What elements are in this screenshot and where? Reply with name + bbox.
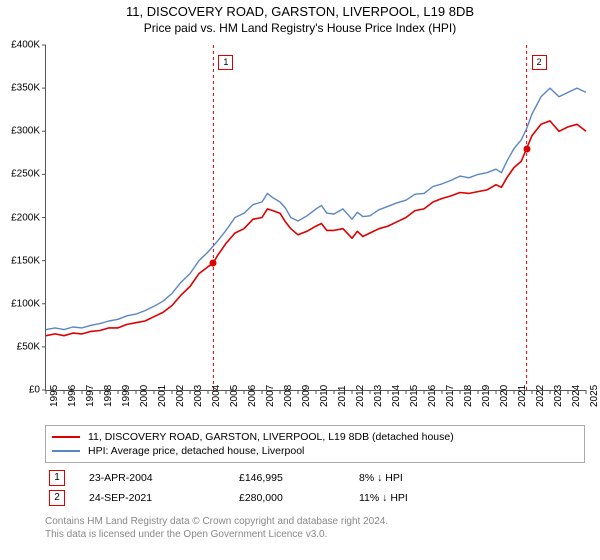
x-tick-label: 2005: [229, 385, 240, 407]
x-tick-label: 2012: [355, 385, 366, 407]
legend-box: 11, DISCOVERY ROAD, GARSTON, LIVERPOOL, …: [45, 425, 585, 463]
x-tick-label: 2014: [391, 385, 402, 407]
chart-title: 11, DISCOVERY ROAD, GARSTON, LIVERPOOL, …: [0, 0, 600, 19]
x-tick-label: 1995: [49, 385, 60, 407]
transaction-note: 11% ↓ HPI: [359, 492, 585, 504]
y-tick-label: £50K: [0, 341, 40, 352]
x-tick-label: 2011: [337, 385, 348, 407]
x-tick-label: 2000: [139, 385, 150, 407]
attribution-text: Contains HM Land Registry data © Crown c…: [45, 515, 585, 541]
y-tick-label: £350K: [0, 83, 40, 94]
x-tick-label: 2020: [499, 385, 510, 407]
y-tick-label: £300K: [0, 126, 40, 137]
attribution-line-1: Contains HM Land Registry data © Crown c…: [45, 515, 585, 528]
chart-subtitle: Price paid vs. HM Land Registry's House …: [0, 19, 600, 35]
x-tick-label: 2018: [463, 385, 474, 407]
x-tick-label: 1997: [85, 385, 96, 407]
x-tick-label: 1996: [67, 385, 78, 407]
y-tick-label: £400K: [0, 40, 40, 51]
x-tick-label: 2022: [535, 385, 546, 407]
legend-swatch: [52, 450, 80, 452]
plot-area: 1995199619971998199920002001200220032004…: [45, 45, 586, 391]
transaction-note: 8% ↓ HPI: [359, 472, 585, 484]
x-tick-label: 2019: [481, 385, 492, 407]
legend-item: HPI: Average price, detached house, Live…: [52, 444, 578, 458]
x-tick-label: 2003: [193, 385, 204, 407]
x-tick-label: 2024: [571, 385, 582, 407]
x-tick-label: 1999: [121, 385, 132, 407]
transaction-badge: 2: [49, 490, 65, 506]
transaction-date: 23-APR-2004: [89, 472, 239, 484]
x-tick-label: 2023: [553, 385, 564, 407]
y-tick-label: £250K: [0, 169, 40, 180]
x-tick-label: 2010: [319, 385, 330, 407]
x-tick-label: 2008: [283, 385, 294, 407]
x-tick-label: 1998: [103, 385, 114, 407]
plot-svg: [46, 45, 586, 390]
transaction-price: £146,995: [239, 472, 359, 484]
legend-label: 11, DISCOVERY ROAD, GARSTON, LIVERPOOL, …: [88, 431, 454, 443]
x-tick-label: 2001: [157, 385, 168, 407]
x-tick-label: 2006: [247, 385, 258, 407]
transaction-row: 2 24-SEP-2021£280,00011% ↓ HPI: [45, 488, 585, 508]
transaction-date: 24-SEP-2021: [89, 492, 239, 504]
y-tick-label: £100K: [0, 298, 40, 309]
x-tick-label: 2021: [517, 385, 528, 407]
x-tick-label: 2015: [409, 385, 420, 407]
attribution-line-2: This data is licensed under the Open Gov…: [45, 528, 585, 541]
x-tick-label: 2025: [589, 385, 600, 407]
transactions-list: 1 23-APR-2004£146,9958% ↓ HPI 2 24-SEP-2021…: [45, 468, 585, 508]
x-tick-label: 2002: [175, 385, 186, 407]
y-tick-label: £200K: [0, 212, 40, 223]
y-tick-label: £150K: [0, 255, 40, 266]
transaction-badge: 1: [49, 470, 65, 486]
x-tick-label: 2016: [427, 385, 438, 407]
legend-item: 11, DISCOVERY ROAD, GARSTON, LIVERPOOL, …: [52, 430, 578, 444]
legend-label: HPI: Average price, detached house, Live…: [88, 445, 304, 457]
event-marker-badge: 1: [218, 55, 233, 70]
x-tick-label: 2009: [301, 385, 312, 407]
transaction-row: 1 23-APR-2004£146,9958% ↓ HPI: [45, 468, 585, 488]
series-hpi: [46, 88, 586, 330]
event-marker-dot: [523, 145, 530, 152]
y-tick-label: £0: [0, 385, 40, 396]
x-tick-label: 2004: [211, 385, 222, 407]
legend-swatch: [52, 436, 80, 438]
x-tick-label: 2007: [265, 385, 276, 407]
event-marker-badge: 2: [532, 55, 547, 70]
transaction-price: £280,000: [239, 492, 359, 504]
event-marker-dot: [210, 260, 217, 267]
x-tick-label: 2013: [373, 385, 384, 407]
chart-container: 11, DISCOVERY ROAD, GARSTON, LIVERPOOL, …: [0, 0, 600, 560]
x-tick-label: 2017: [445, 385, 456, 407]
series-price_paid: [46, 121, 586, 336]
